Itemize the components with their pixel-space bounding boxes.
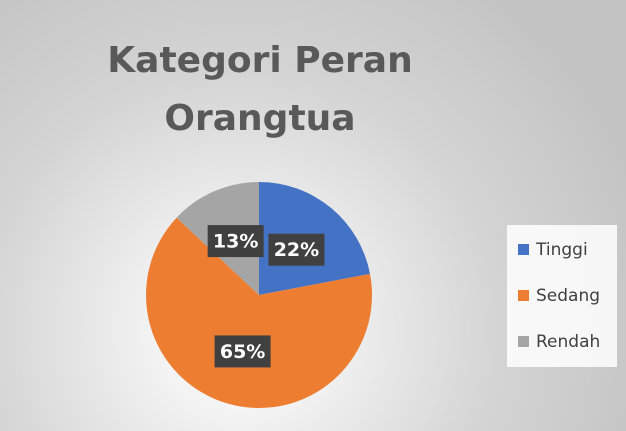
legend-label: Sedang xyxy=(536,286,600,306)
data-label: 13% xyxy=(213,231,258,253)
legend-swatch xyxy=(518,244,529,255)
pie-slice xyxy=(146,217,372,408)
legend-label: Rendah xyxy=(536,332,600,352)
legend-swatch xyxy=(518,290,529,301)
data-label-box xyxy=(268,233,325,266)
legend-swatch xyxy=(518,336,529,347)
data-label: 65% xyxy=(220,341,265,363)
chart-title: Kategori Peran Orangtua xyxy=(107,40,413,139)
data-label-box xyxy=(207,225,264,258)
data-label-box xyxy=(214,335,271,368)
legend-label: Tinggi xyxy=(535,240,588,260)
data-label: 22% xyxy=(274,239,319,261)
